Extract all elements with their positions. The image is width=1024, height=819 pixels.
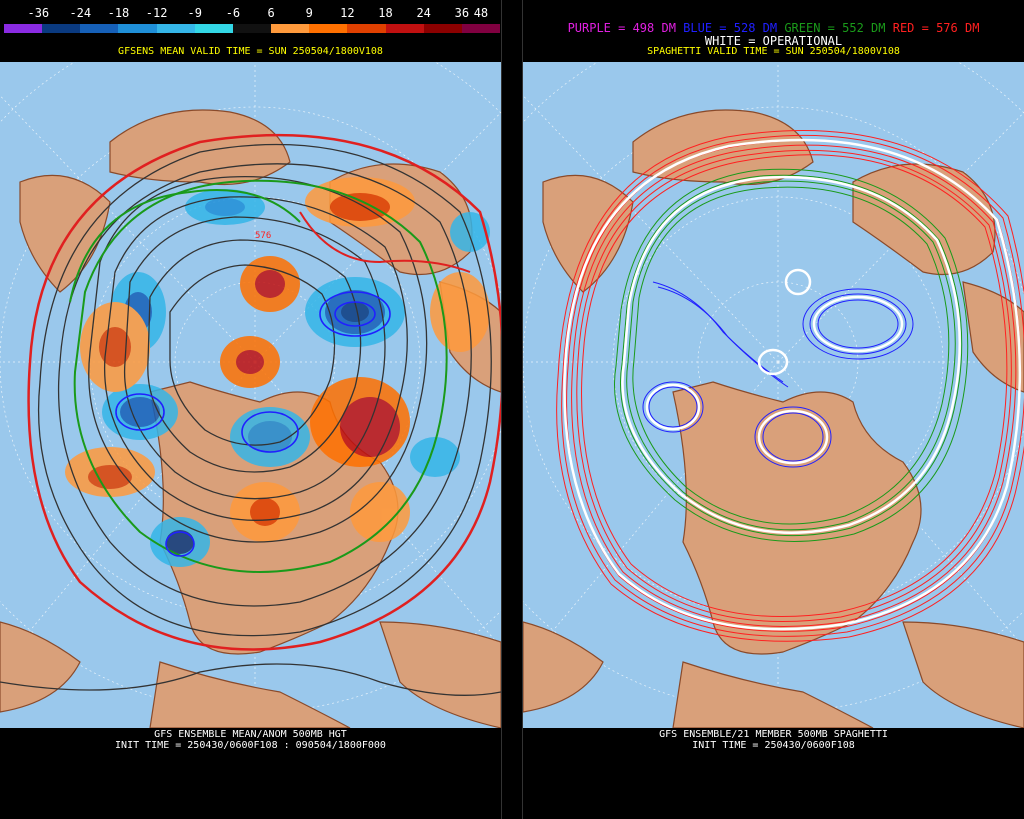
ensemble-mean-map: 576 [0,62,501,728]
colorbar-tick-label: -18 [107,6,130,20]
colorbar-swatch [423,24,462,33]
colorbar-tick-label: -24 [69,6,92,20]
colorbar-tick-label: -12 [145,6,168,20]
spaghetti-map [523,62,1024,728]
colorbar-tick-label: 18 [378,6,393,20]
colorbar-swatch [42,24,81,33]
colorbar-swatch [194,24,233,33]
legend-blue: BLUE = 528 DM [683,21,778,35]
legend-purple: PURPLE = 498 DM [567,21,676,35]
legend-red: RED = 576 DM [892,21,980,35]
legend-green: GREEN = 552 DM [784,21,886,35]
colorbar-tick-label: 6 [267,6,275,20]
colorbar-swatch [156,24,195,33]
colorbar-swatch [309,24,348,33]
colorbar-swatch [271,24,310,33]
colorbar-swatch [232,24,272,33]
legend-white: WHITE = OPERATIONAL [704,34,843,48]
colorbar-tick-label: -36 [27,6,50,20]
spaghetti-init-time: INIT TIME = 250430/0600F108 [692,740,855,751]
colorbar-swatch [461,24,501,33]
mean-chart-title: GFS ENSEMBLE MEAN/ANOM 500MB HGT [154,729,347,740]
spaghetti-panel: PURPLE = 498 DM BLUE = 528 DM GREEN = 55… [523,0,1024,819]
spaghetti-chart-title: GFS ENSEMBLE/21 MEMBER 500MB SPAGHETTI [659,729,888,740]
colorbar-swatch [347,24,386,33]
spaghetti-legend: PURPLE = 498 DM BLUE = 528 DM GREEN = 55… [523,22,1024,35]
colorbar-tick-label: -9 [187,6,202,20]
mean-valid-time-title: GFSENS MEAN VALID TIME = SUN 250504/1800… [118,46,383,57]
spaghetti-valid-time-title: SPAGHETTI VALID TIME = SUN 250504/1800V1… [647,46,900,57]
colorbar-tick-label: 12 [340,6,355,20]
colorbar-tick-label: 9 [305,6,313,20]
panel-divider [501,0,523,819]
ensemble-mean-panel: -36 -24 -18 -12 -9 -6 6 9 12 18 24 36 48 GFSENS MEAN… [0,0,501,819]
colorbar-tick-label: 36 [454,6,470,20]
colorbar-swatch [118,24,157,33]
mean-init-time: INIT TIME = 250430/0600F108 : 090504/180… [115,740,386,751]
contour-label-576: 576 [255,231,271,241]
colorbar-tick-label: 24 [416,6,431,20]
colorbar-tick-label: 48 [473,6,489,20]
anomaly-colorbar [4,24,501,33]
colorbar-swatch [4,24,43,33]
colorbar-swatch [80,24,119,33]
colorbar-tick-label: -6 [225,6,241,20]
colorbar-swatch [385,24,424,33]
colorbar-labels: -36 -24 -18 -12 -9 -6 6 9 12 18 24 36 48 [4,6,500,20]
